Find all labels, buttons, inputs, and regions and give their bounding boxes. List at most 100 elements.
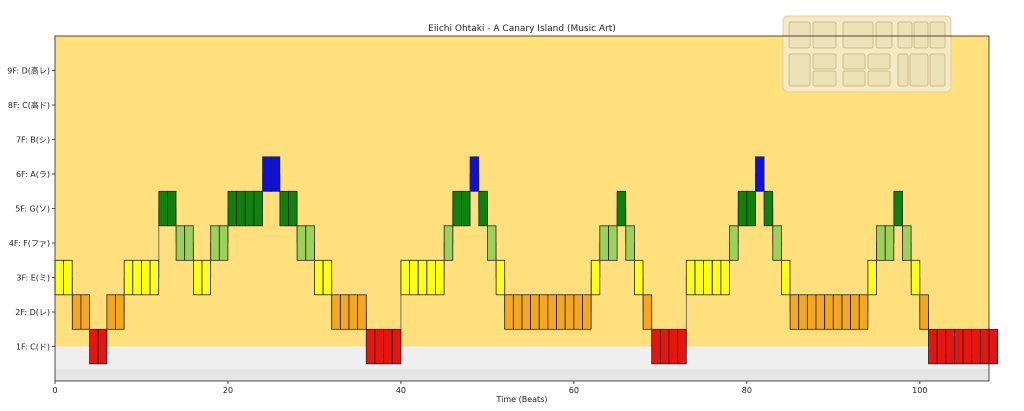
note-block <box>962 328 973 365</box>
x-tick-label: 80 <box>742 386 752 395</box>
note-block <box>711 259 722 296</box>
note-block <box>443 225 454 261</box>
note-block <box>651 328 661 365</box>
axes: 0 20 40 60 80 100 1F: C(ド) 2F: D(レ) 3F: E(ミ) 4F: … <box>7 35 990 395</box>
facade-window <box>909 53 929 87</box>
note-block <box>850 294 860 330</box>
x-tick-label: 100 <box>912 386 927 395</box>
note-block <box>841 294 852 330</box>
facade-window <box>788 21 811 49</box>
note-block <box>227 190 238 227</box>
note-block <box>288 190 298 227</box>
note-block <box>158 190 168 227</box>
note-block <box>737 190 748 227</box>
note-block <box>115 294 125 330</box>
note-block <box>478 190 488 227</box>
note-block <box>772 225 782 261</box>
note-block <box>919 294 929 330</box>
y-tick-label: 8F: C(高ド) <box>8 100 50 110</box>
note-block <box>210 225 220 261</box>
y-tick-label: 4F: F(ファ) <box>9 239 50 248</box>
note-block <box>703 259 713 296</box>
note-block <box>374 328 385 365</box>
y-tick-label: 5F: G(ソ) <box>15 205 50 214</box>
facade-window <box>867 53 891 70</box>
note-block <box>694 259 705 296</box>
chart-title: Eiichi Ohtaki - A Canary Island (Music A… <box>428 24 616 34</box>
note-block <box>599 225 609 261</box>
x-tick-label: 40 <box>396 386 406 395</box>
note-block <box>988 328 999 365</box>
note-block <box>746 190 756 227</box>
note-block <box>71 294 82 330</box>
note-block <box>642 294 653 330</box>
note-block <box>538 294 549 330</box>
note-block <box>547 294 557 330</box>
note-block <box>184 225 194 261</box>
note-block <box>279 190 289 227</box>
note-block <box>80 294 90 330</box>
note-block <box>755 156 765 192</box>
note-block <box>936 328 947 365</box>
facade-window <box>897 53 909 87</box>
note-block <box>564 294 575 330</box>
x-axis-label: Time (Beats) <box>496 395 548 404</box>
note-block <box>54 259 65 296</box>
note-block <box>175 225 186 261</box>
note-block <box>634 259 644 296</box>
note-block <box>106 294 116 330</box>
ground-shadow-band <box>55 368 989 381</box>
facade-window <box>842 53 866 70</box>
facade-window <box>929 53 946 87</box>
note-block <box>954 328 964 365</box>
note-block <box>383 328 393 365</box>
building-facade-icon <box>782 15 952 93</box>
x-tick-label: 20 <box>223 386 233 395</box>
note-block <box>660 328 670 365</box>
note-block <box>884 225 895 261</box>
note-block <box>97 328 108 365</box>
note-block <box>313 259 324 296</box>
notes-layer <box>54 156 999 365</box>
note-block <box>357 294 367 330</box>
note-block <box>971 328 981 365</box>
note-block <box>521 294 532 330</box>
note-block <box>763 190 774 227</box>
note-block <box>486 225 497 261</box>
note-block <box>720 259 730 296</box>
note-block <box>867 259 877 296</box>
y-tick-label: 9F: D(高レ) <box>7 66 50 76</box>
note-block <box>798 294 808 330</box>
note-block <box>123 259 134 296</box>
note-block <box>807 294 817 330</box>
note-block <box>910 259 921 296</box>
note-block <box>902 225 912 261</box>
note-block <box>858 294 869 330</box>
note-block <box>149 259 160 296</box>
facade-window <box>913 21 929 49</box>
note-block <box>305 225 315 261</box>
note-block <box>166 190 177 227</box>
note-block <box>132 259 142 296</box>
note-block <box>729 225 739 261</box>
facade-window <box>867 70 891 87</box>
note-block <box>590 259 601 296</box>
note-block <box>331 294 341 330</box>
note-block <box>417 259 428 296</box>
note-block <box>452 190 462 227</box>
x-tick-label: 0 <box>52 386 57 395</box>
note-block <box>391 328 402 365</box>
note-block <box>815 294 826 330</box>
note-block <box>348 294 359 330</box>
note-block <box>409 259 419 296</box>
note-block <box>928 328 938 365</box>
note-block <box>253 190 263 227</box>
facade-window <box>929 21 946 49</box>
note-block <box>201 259 212 296</box>
note-block <box>824 294 834 330</box>
note-block <box>668 328 679 365</box>
note-block <box>504 294 514 330</box>
note-block <box>573 294 583 330</box>
note-block <box>495 259 506 296</box>
note-block <box>236 190 246 227</box>
